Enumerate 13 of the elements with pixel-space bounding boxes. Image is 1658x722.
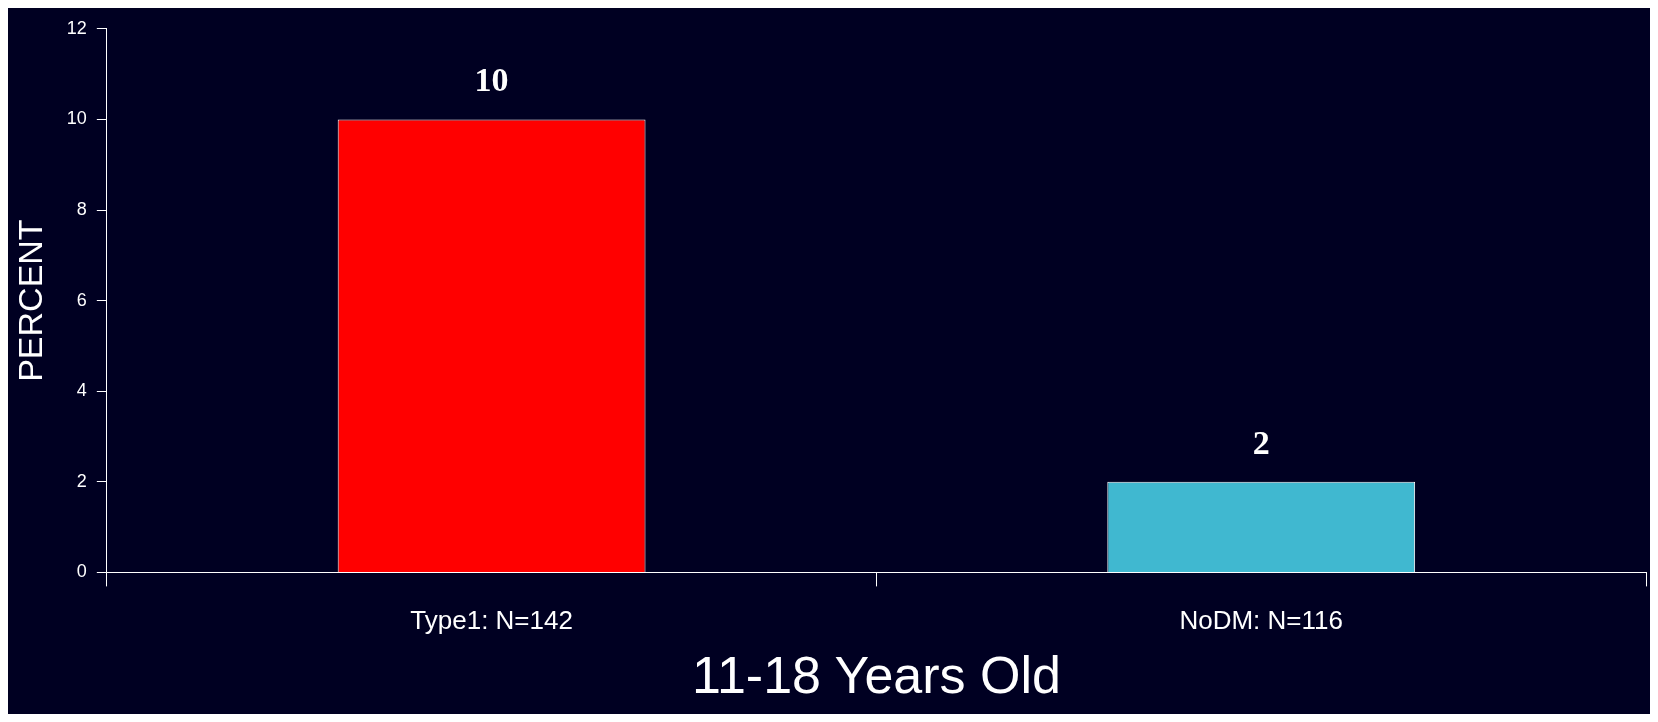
y-tick-label: 12 bbox=[66, 17, 87, 38]
x-tick-label: NoDM: N=116 bbox=[1179, 605, 1343, 636]
y-tick-label: 6 bbox=[76, 289, 87, 310]
y-tick-label: 2 bbox=[76, 470, 87, 491]
y-tick-label: 10 bbox=[66, 108, 87, 129]
data-label: 2 bbox=[1252, 423, 1270, 461]
y-tick-label: 0 bbox=[76, 561, 87, 582]
y-axis-title: PERCENT bbox=[10, 219, 49, 382]
y-tick-label: 8 bbox=[76, 198, 87, 219]
y-tick-label: 4 bbox=[76, 380, 87, 401]
data-label: 10 bbox=[474, 61, 509, 99]
x-tick-label: Type1: N=142 bbox=[410, 605, 573, 636]
x-axis-title: 11-18 Years Old bbox=[691, 646, 1061, 705]
